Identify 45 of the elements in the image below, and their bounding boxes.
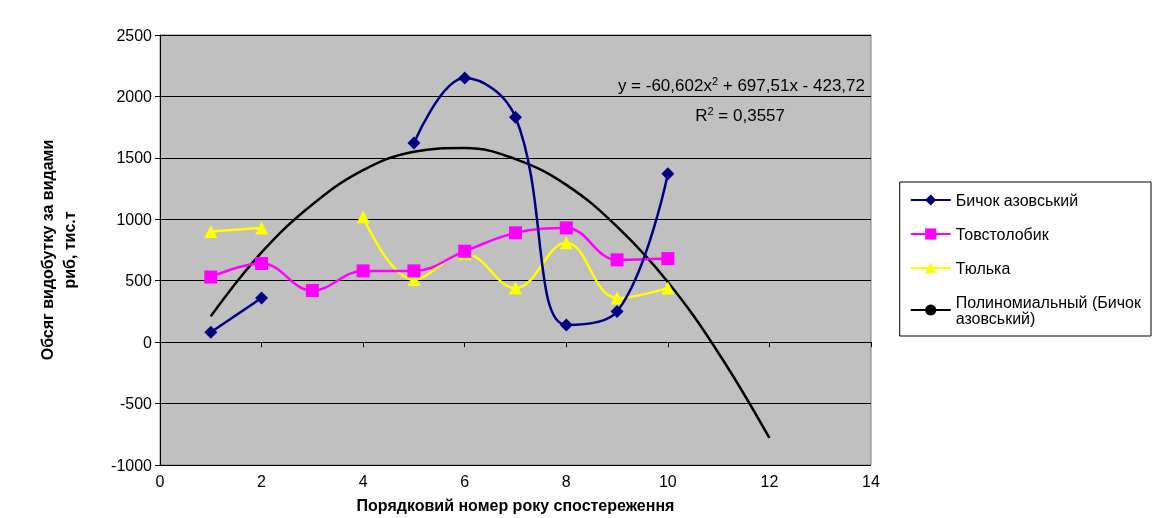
point [509, 226, 522, 240]
point [458, 71, 472, 85]
point [509, 110, 522, 124]
x-axis-title: Порядковий номер року спостереження [356, 496, 675, 514]
point [305, 284, 319, 298]
y-tick-label: 2500 [116, 26, 153, 44]
point [559, 236, 573, 250]
point [255, 221, 269, 235]
x-tick-label: 0 [155, 472, 165, 490]
x-tick-label: 10 [658, 472, 677, 490]
x-tick-label: 8 [561, 472, 571, 490]
point [255, 257, 269, 271]
legend-label: Полиномиальный (Бичок азовський) [955, 293, 1142, 327]
legend-label: Тюлька [955, 259, 1011, 277]
x-tick-label: 12 [760, 472, 779, 490]
point [610, 253, 624, 267]
point [661, 252, 675, 266]
point [356, 264, 370, 278]
point [407, 136, 421, 150]
y-tick-label: -1000 [111, 456, 153, 474]
point [559, 221, 573, 235]
point [509, 281, 522, 295]
y-tick-label: 1000 [116, 210, 153, 228]
point [559, 318, 573, 332]
point [204, 325, 218, 339]
x-tick-label: 2 [257, 472, 267, 490]
y-axis-title: Обсяг видобутку за видами риб, тис.т [38, 139, 78, 361]
point [204, 225, 218, 239]
legend-label: Бичок азовський [955, 191, 1079, 209]
point [204, 270, 218, 284]
y-tick-label: 0 [143, 333, 153, 351]
point [610, 304, 624, 318]
x-tick-label: 14 [862, 472, 880, 490]
point [255, 291, 269, 305]
y-tick-label: -500 [119, 395, 153, 413]
legend-label: Товстолобик [955, 225, 1050, 243]
point [407, 264, 421, 278]
x-tick-label: 4 [358, 472, 368, 490]
y-tick-label: 1500 [116, 149, 153, 167]
point [356, 210, 370, 224]
point [661, 281, 675, 295]
point [661, 167, 675, 181]
x-tick-label: 6 [460, 472, 470, 490]
y-tick-label: 500 [125, 272, 153, 290]
y-tick-label: 2000 [116, 87, 153, 105]
